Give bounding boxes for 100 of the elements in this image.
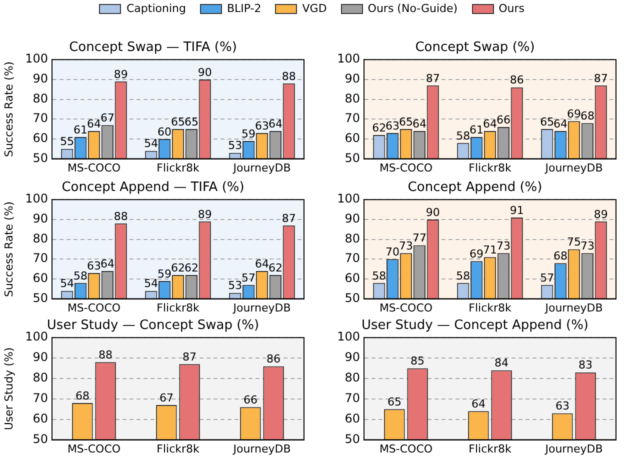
y-tick-label: 100 <box>25 52 48 66</box>
data-label: 85 <box>410 354 425 368</box>
data-label: 58 <box>456 269 470 282</box>
y-tick-label: 90 <box>32 72 48 86</box>
data-label: 64 <box>100 257 114 270</box>
data-label: 88 <box>98 348 113 362</box>
y-tick-label: 100 <box>337 52 360 66</box>
y-tick-label: 50 <box>32 150 48 165</box>
chart-title: Concept Append (%) <box>408 180 542 196</box>
data-label: 71 <box>483 243 497 256</box>
y-tick-label: 80 <box>344 370 360 385</box>
y-tick-label: 80 <box>32 370 48 385</box>
y-tick-label: 60 <box>32 411 48 426</box>
data-label: 64 <box>87 117 101 130</box>
data-label: 60 <box>158 125 172 138</box>
data-label: 63 <box>555 400 570 413</box>
y-tick-label: 70 <box>32 391 48 406</box>
data-label: 64 <box>471 398 486 411</box>
data-label: 65 <box>387 396 402 408</box>
data-label: 59 <box>158 267 172 280</box>
data-label: 88 <box>282 70 296 83</box>
y-tick-label: 80 <box>32 91 48 106</box>
y-tick-label: 90 <box>32 350 48 364</box>
data-label: 77 <box>412 232 426 245</box>
data-label: 87 <box>282 212 296 225</box>
y-tick-label: 50 <box>32 290 48 305</box>
legend-label: BLIP-2 <box>226 2 262 15</box>
y-tick-label: 70 <box>32 251 48 266</box>
x-tick-label: Flickr8k <box>468 161 512 174</box>
data-label: 62 <box>171 261 185 274</box>
y-tick-label: 50 <box>344 290 360 305</box>
y-tick-label: 60 <box>32 131 48 146</box>
x-tick-label: JourneyDB <box>544 161 603 174</box>
data-label: 62 <box>372 121 386 134</box>
y-tick-label: 50 <box>344 432 360 446</box>
chart-title: Concept Swap — TIFA (%) <box>69 40 237 56</box>
data-label: 59 <box>242 127 256 140</box>
y-tick-label: 90 <box>344 350 360 364</box>
data-label: 68 <box>75 389 90 402</box>
data-label: 57 <box>540 271 554 284</box>
x-tick-label: MS-COCO <box>67 301 121 314</box>
y-axis-title: User Study (%) <box>2 347 16 430</box>
data-label: 67 <box>100 111 114 124</box>
data-label: 70 <box>386 245 400 258</box>
data-label: 54 <box>60 277 74 290</box>
y-tick-label: 100 <box>337 192 360 206</box>
data-label: 58 <box>74 269 88 282</box>
y-tick-label: 70 <box>344 391 360 406</box>
x-tick-label: JourneyDB <box>232 301 291 314</box>
y-tick-label: 80 <box>344 91 360 106</box>
data-label: 64 <box>268 117 282 130</box>
data-label: 53 <box>228 139 242 152</box>
data-label: 58 <box>372 269 386 282</box>
x-tick-label: Flickr8k <box>468 442 512 456</box>
x-tick-label: Flickr8k <box>156 301 200 314</box>
chart-title: Concept Swap (%) <box>415 40 535 56</box>
data-label: 89 <box>198 208 212 221</box>
data-label: 86 <box>510 74 524 87</box>
x-tick-label: MS-COCO <box>67 442 121 456</box>
y-tick-label: 80 <box>32 231 48 246</box>
y-tick-label: 50 <box>32 432 48 446</box>
data-label: 87 <box>426 72 440 85</box>
data-label: 64 <box>554 117 568 130</box>
data-label: 54 <box>144 277 158 290</box>
chart-title: User Study — Concept Append (%) <box>362 318 588 334</box>
data-label: 75 <box>567 236 581 249</box>
data-label: 69 <box>567 107 581 120</box>
chart-title: Concept Append — TIFA (%) <box>62 180 244 196</box>
data-label: 90 <box>198 66 212 79</box>
data-label: 64 <box>412 117 426 130</box>
y-tick-label: 70 <box>32 111 48 126</box>
data-label: 63 <box>255 119 269 132</box>
data-label: 87 <box>594 72 608 85</box>
legend-label: Ours (No-Guide) <box>368 2 458 15</box>
x-tick-label: JourneyDB <box>232 442 291 456</box>
data-label: 53 <box>228 279 242 292</box>
data-label: 63 <box>87 259 101 272</box>
data-label: 91 <box>510 204 524 217</box>
x-tick-label: JourneyDB <box>544 301 603 314</box>
chart-title: User Study — Concept Swap (%) <box>46 318 260 334</box>
data-label: 54 <box>144 137 158 150</box>
data-label: 57 <box>242 271 256 284</box>
data-label: 66 <box>243 393 258 406</box>
data-label: 64 <box>483 117 497 130</box>
data-label: 69 <box>470 247 484 260</box>
y-tick-label: 60 <box>344 271 360 286</box>
data-label: 61 <box>74 123 88 136</box>
legend-label: VGD <box>302 2 327 15</box>
data-label: 62 <box>184 261 198 274</box>
y-tick-label: 60 <box>344 131 360 146</box>
data-label: 87 <box>182 350 197 364</box>
x-tick-label: MS-COCO <box>379 301 433 314</box>
data-label: 67 <box>159 391 174 404</box>
y-tick-label: 90 <box>344 72 360 86</box>
data-label: 66 <box>496 113 510 126</box>
data-label: 65 <box>184 115 198 128</box>
y-tick-label: 90 <box>344 212 360 226</box>
y-tick-label: 70 <box>344 111 360 126</box>
x-tick-label: JourneyDB <box>232 161 291 174</box>
data-label: 63 <box>386 119 400 132</box>
